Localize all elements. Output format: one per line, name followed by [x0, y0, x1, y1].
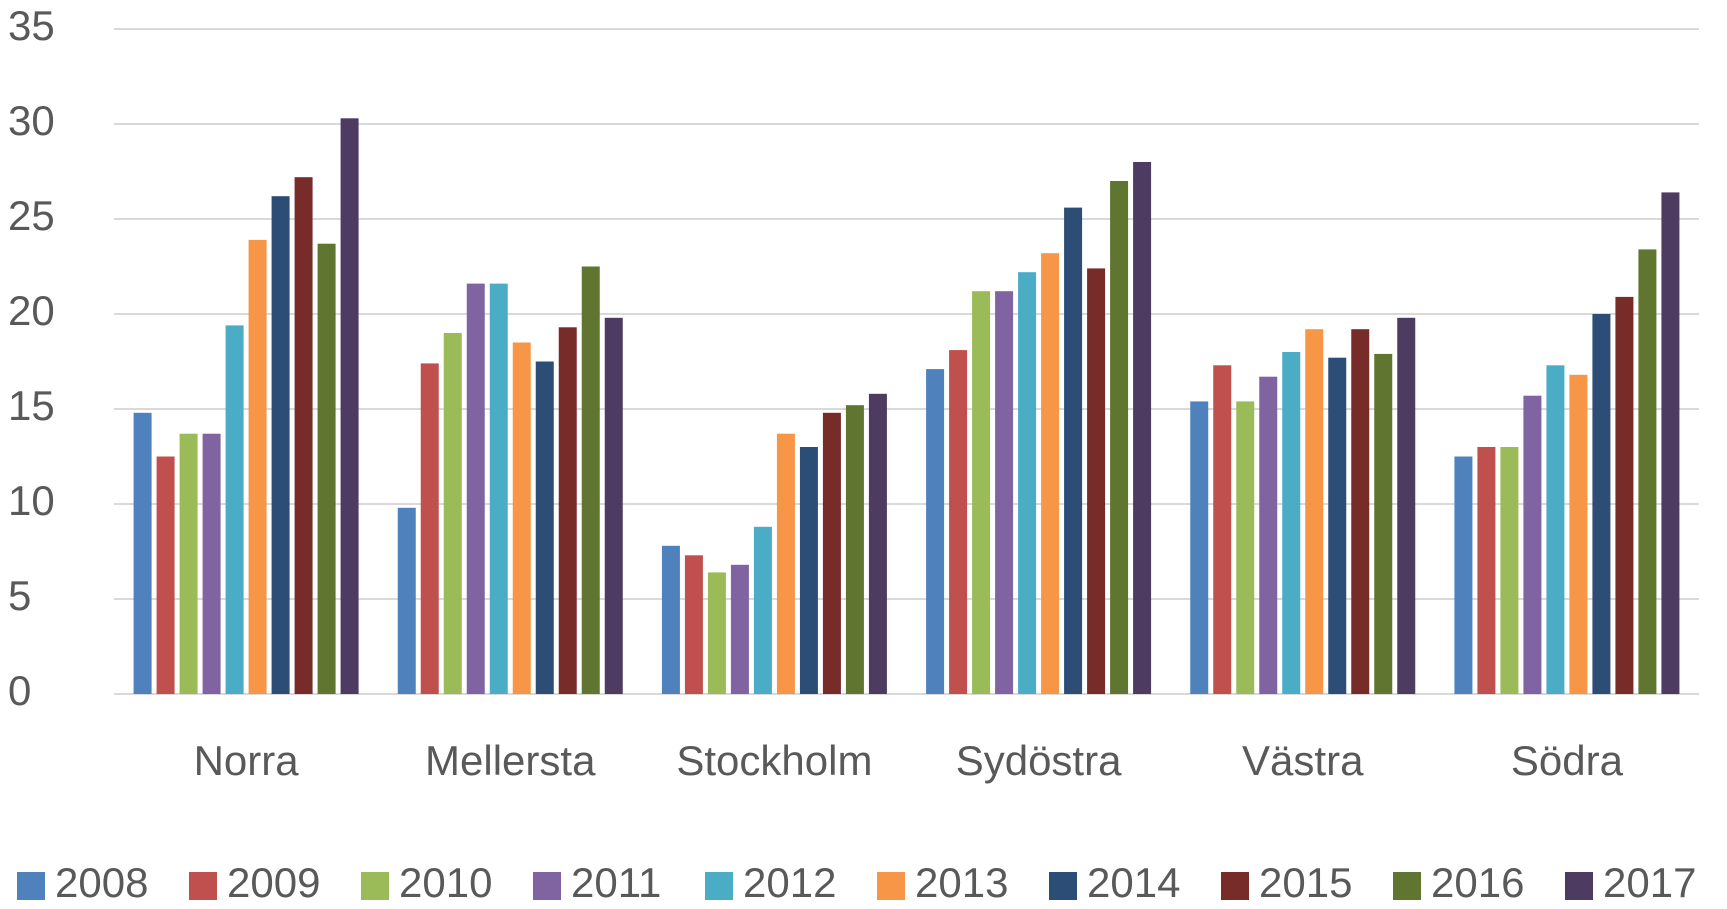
bar	[1615, 296, 1634, 694]
legend-swatch	[1049, 872, 1077, 900]
legend-label: 2008	[55, 859, 148, 904]
bar	[868, 393, 887, 694]
bar	[707, 572, 726, 694]
y-tick-label: 25	[8, 192, 55, 239]
bar	[340, 118, 359, 695]
bar	[1110, 181, 1129, 694]
bar	[1041, 253, 1060, 694]
y-tick-label: 35	[8, 2, 55, 49]
legend-label: 2010	[399, 859, 492, 904]
bar	[1546, 365, 1565, 694]
x-tick-label: Norra	[194, 737, 300, 784]
legend-label: 2017	[1603, 859, 1696, 904]
legend-label: 2015	[1259, 859, 1352, 904]
bar	[317, 243, 336, 694]
legend-swatch	[705, 872, 733, 900]
x-tick-label: Södra	[1511, 737, 1624, 784]
bar	[558, 327, 577, 694]
bar	[133, 412, 152, 694]
x-tick-label: Sydöstra	[956, 737, 1122, 784]
legend-swatch	[17, 872, 45, 900]
legend-swatch	[533, 872, 561, 900]
bar	[661, 545, 680, 694]
bar	[1133, 162, 1152, 694]
bar	[202, 433, 221, 694]
bar	[1638, 249, 1657, 694]
bar	[1213, 365, 1232, 694]
bar	[397, 507, 416, 694]
x-tick-label: Västra	[1242, 737, 1364, 784]
bar	[1018, 272, 1037, 694]
bar	[512, 342, 531, 694]
bar	[1087, 268, 1106, 694]
bar	[535, 361, 554, 694]
bar	[225, 325, 244, 694]
bar	[949, 350, 968, 694]
legend-swatch	[1565, 872, 1593, 900]
y-tick-label: 20	[8, 287, 55, 334]
y-tick-label: 10	[8, 477, 55, 524]
legend-label: 2009	[227, 859, 320, 904]
bar	[271, 196, 290, 694]
bar	[1328, 357, 1347, 694]
legend-swatch	[877, 872, 905, 900]
bar	[1259, 376, 1278, 694]
bar	[466, 283, 485, 694]
legend-swatch	[189, 872, 217, 900]
legend-swatch	[1221, 872, 1249, 900]
bar	[822, 412, 841, 694]
legend-label: 2013	[915, 859, 1008, 904]
bar	[926, 369, 945, 694]
bar	[1374, 353, 1393, 694]
bar	[1592, 314, 1611, 694]
bar	[1569, 374, 1588, 694]
legend-swatch	[361, 872, 389, 900]
bar	[604, 317, 623, 694]
y-tick-label: 5	[8, 572, 31, 619]
legend-label: 2012	[743, 859, 836, 904]
bar	[1454, 456, 1473, 694]
bar	[1661, 192, 1680, 694]
bar	[248, 239, 267, 694]
bar	[1523, 395, 1542, 694]
bar	[1282, 352, 1301, 694]
bar	[443, 333, 462, 694]
bar	[1351, 329, 1370, 694]
bar	[684, 555, 703, 694]
y-tick-label: 15	[8, 382, 55, 429]
x-tick-label: Mellersta	[425, 737, 596, 784]
bar	[972, 291, 991, 694]
bar	[1500, 447, 1519, 694]
legend-label: 2011	[571, 859, 661, 904]
bar	[1236, 401, 1255, 694]
bar	[845, 405, 864, 694]
bar	[1190, 401, 1209, 694]
y-tick-label: 0	[8, 667, 31, 714]
legend-label: 2014	[1087, 859, 1180, 904]
bar	[489, 283, 508, 694]
bar	[1397, 317, 1416, 694]
x-tick-label: Stockholm	[676, 737, 872, 784]
bar	[995, 291, 1014, 694]
bar	[294, 177, 313, 694]
bar	[420, 363, 439, 694]
bar	[753, 526, 772, 694]
bar	[1477, 447, 1496, 694]
y-tick-label: 30	[8, 97, 55, 144]
bar	[179, 433, 198, 694]
bar	[730, 564, 749, 694]
bar	[799, 447, 818, 694]
bar	[776, 433, 795, 694]
bar	[156, 456, 175, 694]
bar	[1305, 329, 1324, 694]
bar	[1064, 207, 1083, 694]
legend-swatch	[1393, 872, 1421, 900]
legend-label: 2016	[1431, 859, 1524, 904]
bar	[581, 266, 600, 694]
